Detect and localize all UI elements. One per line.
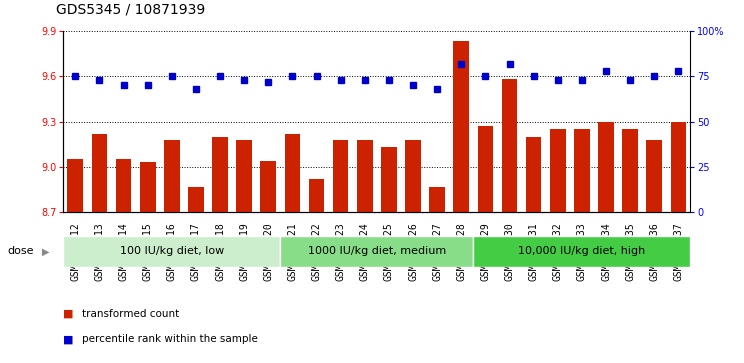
Bar [68, 159, 83, 212]
Bar [260, 161, 276, 212]
Bar [280, 236, 473, 267]
Bar [574, 129, 590, 212]
Bar [212, 137, 228, 212]
Text: 10,000 IU/kg diet, high: 10,000 IU/kg diet, high [519, 246, 646, 256]
Text: ▶: ▶ [42, 246, 50, 256]
Bar [284, 134, 301, 212]
Bar [429, 187, 445, 212]
Bar [116, 159, 132, 212]
Bar [598, 122, 614, 212]
Text: transformed count: transformed count [82, 309, 179, 319]
Text: GDS5345 / 10871939: GDS5345 / 10871939 [56, 2, 205, 16]
Bar [501, 79, 517, 212]
Bar [526, 137, 542, 212]
Bar [357, 140, 373, 212]
Bar [405, 140, 421, 212]
Bar [188, 187, 204, 212]
Bar [381, 147, 397, 212]
Bar [670, 122, 686, 212]
Bar [473, 236, 690, 267]
Bar [63, 236, 280, 267]
Bar [453, 41, 469, 212]
Bar [333, 140, 348, 212]
Text: 1000 IU/kg diet, medium: 1000 IU/kg diet, medium [308, 246, 446, 256]
Bar [92, 134, 107, 212]
Text: ■: ■ [63, 334, 74, 344]
Bar [622, 129, 638, 212]
Bar [550, 129, 565, 212]
Bar [647, 140, 662, 212]
Bar [309, 179, 324, 212]
Text: percentile rank within the sample: percentile rank within the sample [82, 334, 257, 344]
Bar [237, 140, 252, 212]
Text: dose: dose [7, 246, 34, 256]
Bar [478, 126, 493, 212]
Bar [164, 140, 179, 212]
Text: 100 IU/kg diet, low: 100 IU/kg diet, low [120, 246, 224, 256]
Text: ■: ■ [63, 309, 74, 319]
Bar [140, 163, 155, 212]
